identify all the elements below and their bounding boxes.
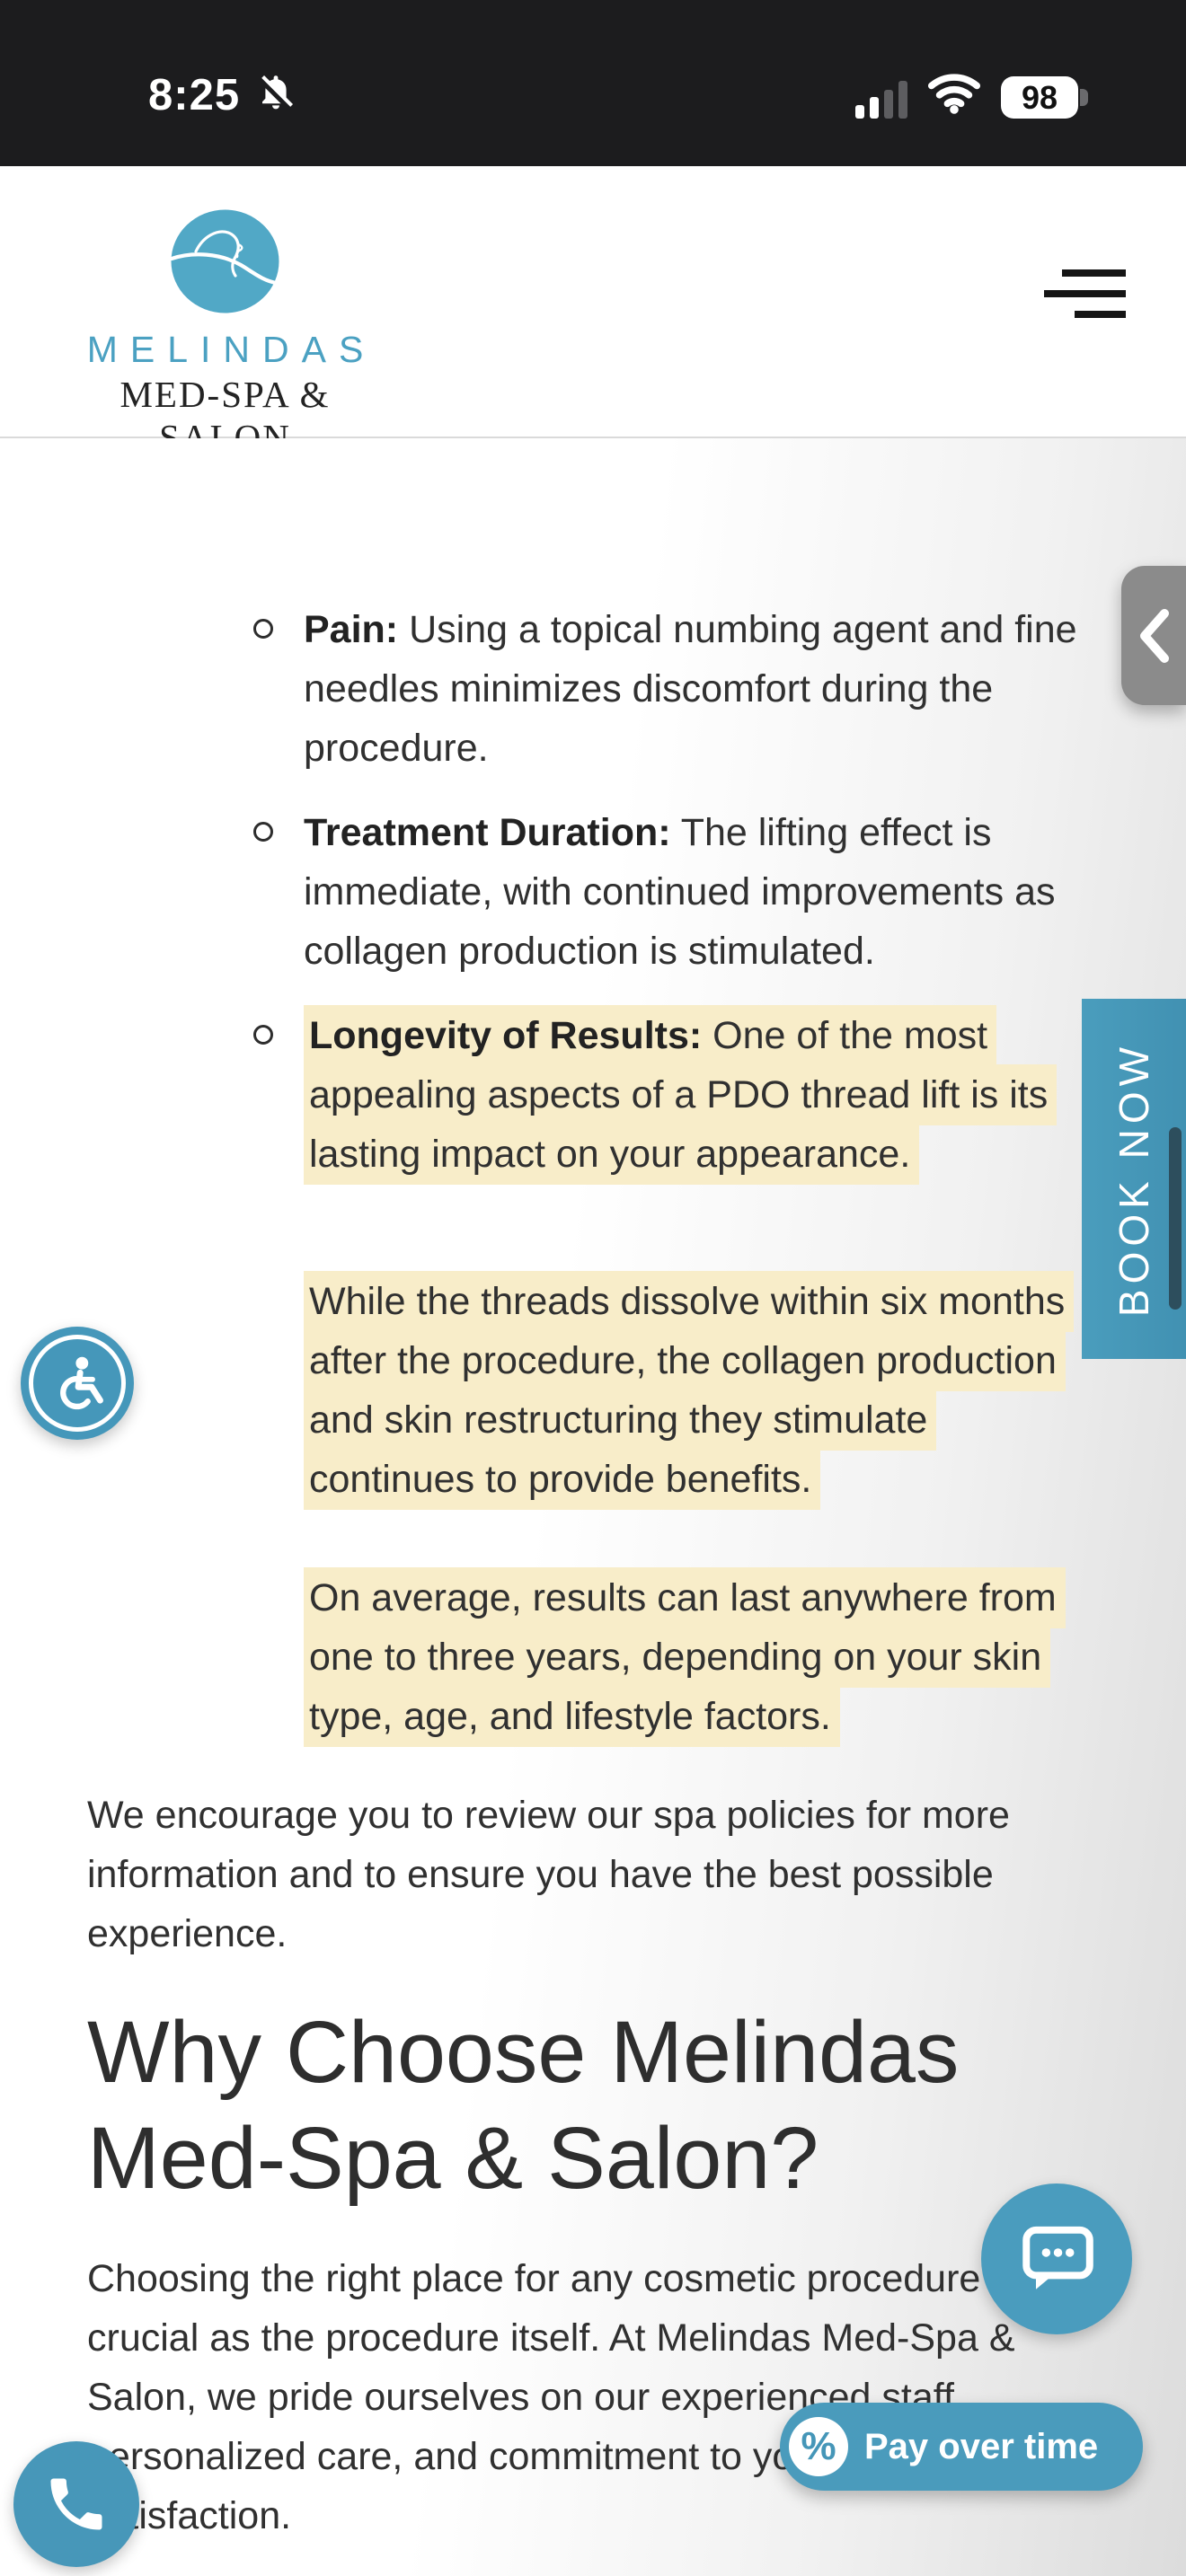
face-profile-logo-icon	[169, 209, 279, 313]
benefits-list: Pain: Using a topical numbing agent and …	[87, 600, 1083, 1747]
chevron-left-icon	[1140, 608, 1169, 663]
bullet-text: The lifting effect is immediate, with co…	[304, 811, 1056, 973]
battery-percent: 98	[1021, 78, 1058, 116]
policies-paragraph: We encourage you to review our spa polic…	[87, 1794, 1010, 1955]
phone-button[interactable]	[13, 2441, 139, 2567]
phone-icon	[50, 2478, 102, 2530]
status-bar: 8:25	[0, 0, 1186, 166]
book-now-tab[interactable]: BOOK NOW	[1082, 999, 1186, 1359]
brand-subtitle: MED-SPA & SALON	[119, 374, 331, 458]
bullet-text: Using a topical numbing agent and fine n…	[304, 608, 1077, 770]
brand-logo[interactable]: MELINDAS MED-SPA & SALON	[61, 209, 389, 459]
wifi-icon	[926, 71, 982, 119]
site-header: MELINDAS MED-SPA & SALON	[0, 166, 1186, 458]
scrollbar-thumb[interactable]	[1169, 1127, 1182, 1310]
pay-over-time-button[interactable]: % Pay over time	[780, 2403, 1143, 2491]
highlighted-paragraph: While the threads dissolve within six mo…	[304, 1271, 1083, 1510]
bullet-label: Longevity of Results:	[309, 1014, 703, 1057]
cellular-signal-icon	[855, 81, 907, 119]
chat-bubble-icon	[1022, 2226, 1093, 2289]
accessibility-ring	[29, 1335, 126, 1432]
list-item: Pain: Using a topical numbing agent and …	[253, 600, 1083, 778]
page-content: Pain: Using a topical numbing agent and …	[0, 438, 1186, 2576]
slide-out-tab[interactable]	[1121, 566, 1186, 705]
highlighted-paragraph: Longevity of Results: One of the most ap…	[304, 1005, 1083, 1185]
list-item: Treatment Duration: The lifting effect i…	[253, 803, 1083, 981]
brand-name: MELINDAS	[86, 329, 376, 370]
bullet-text: One of the most appealing aspects of a P…	[309, 1014, 1049, 1176]
clock: 8:25	[148, 70, 241, 119]
hamburger-menu-icon[interactable]	[1044, 269, 1126, 318]
bullet-label: Pain:	[304, 608, 399, 651]
battery-icon: 98	[1001, 76, 1088, 119]
closing-paragraph: Choosing the right place for any cosmeti…	[87, 2257, 1071, 2537]
pay-over-time-label: Pay over time	[864, 2426, 1099, 2466]
list-item: Longevity of Results: One of the most ap…	[253, 1005, 1083, 1747]
notifications-off-icon	[254, 71, 297, 119]
bullet-label: Treatment Duration:	[304, 811, 671, 854]
book-now-label: BOOK NOW	[1111, 1041, 1157, 1317]
highlighted-paragraph: On average, results can last anywhere fr…	[304, 1567, 1083, 1747]
accessibility-button[interactable]	[21, 1327, 134, 1440]
chat-button[interactable]	[981, 2183, 1132, 2334]
page-title: Why Choose Melindas Med-Spa & Salon?	[87, 2003, 960, 2207]
percent-icon: %	[789, 2417, 848, 2476]
